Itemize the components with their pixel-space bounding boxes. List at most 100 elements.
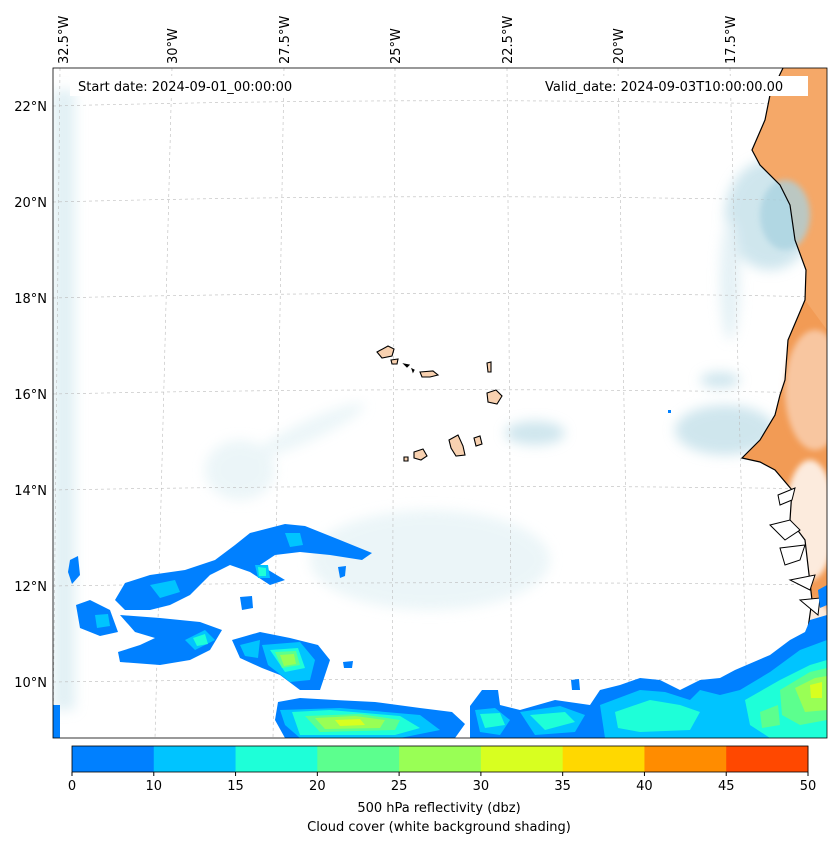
- lon-label: 20°W: [612, 28, 627, 64]
- colorbar-segment: [644, 746, 727, 772]
- lat-label: 10°N: [14, 676, 47, 691]
- lon-label: 25°W: [389, 28, 404, 64]
- gridline-lon-17.5: [729, 68, 749, 738]
- reflectivity-cell: [615, 700, 700, 732]
- island: [402, 363, 411, 368]
- cloud-patch: [505, 421, 565, 445]
- coastline-islands: [769, 487, 821, 616]
- reflectivity-cell: [810, 682, 822, 698]
- map-frame: [52, 67, 828, 739]
- reflectivity-cell: [338, 566, 346, 578]
- reflectivity-cell: [285, 533, 303, 547]
- reflectivity-cell: [53, 705, 60, 738]
- island: [413, 448, 428, 461]
- colorbar-border: [71, 745, 809, 773]
- cloud-patch: [700, 372, 740, 388]
- lon-label: 32.5°W: [57, 16, 72, 64]
- cloud-over-land: [760, 180, 810, 250]
- gridline-lat-20: [53, 196, 827, 203]
- reflectivity-cell: [571, 679, 580, 690]
- colorbar: 0 10 15 20 25 30 35 40 45 50: [68, 745, 817, 794]
- island: [448, 434, 466, 457]
- gridline-lat-18: [53, 292, 827, 299]
- reflectivity-cell: [258, 567, 266, 576]
- lon-label: 17.5°W: [724, 16, 739, 64]
- reflectivity-cell: [818, 585, 827, 608]
- colorbar-tick-label: 50: [800, 779, 817, 794]
- colorbar-segment: [480, 746, 564, 772]
- island: [473, 435, 483, 447]
- colorbar-segment: [399, 746, 482, 772]
- lon-label: 27.5°W: [278, 16, 293, 64]
- reflectivity-cell: [343, 661, 353, 668]
- colorbar-tick-label: 15: [227, 779, 244, 794]
- island: [403, 456, 409, 462]
- lon-label: 30°W: [166, 28, 181, 64]
- cloud-patch: [675, 405, 775, 455]
- colorbar-segment: [72, 746, 155, 772]
- reflectivity-cell: [68, 556, 80, 584]
- island: [486, 389, 503, 405]
- lat-label: 16°N: [14, 388, 47, 403]
- lat-label: 22°N: [14, 100, 47, 115]
- reflectivity-layer: [53, 524, 827, 738]
- reflectivity-cell: [193, 634, 208, 646]
- lat-label: 18°N: [14, 292, 47, 307]
- lat-label: 14°N: [14, 484, 47, 499]
- island: [376, 345, 395, 359]
- reflectivity-speck: [668, 410, 671, 413]
- longitude-labels: 32.5°W 30°W 27.5°W 25°W 22.5°W 20°W 17.5…: [57, 16, 739, 64]
- gridline-lat-22: [53, 100, 827, 107]
- colorbar-tick-label: 25: [391, 779, 408, 794]
- colorbar-label: 500 hPa reflectivity (dbz): [357, 801, 520, 816]
- lon-label: 22.5°W: [501, 16, 516, 64]
- reflectivity-cell: [530, 712, 575, 730]
- reflectivity-cell: [280, 654, 296, 666]
- reflectivity-band-30-35: [335, 682, 822, 726]
- cloud-patch: [255, 403, 365, 457]
- reflectivity-cell: [240, 596, 253, 610]
- colorbar-tick-label: 45: [718, 779, 735, 794]
- colorbar-sublabel: Cloud cover (white background shading): [307, 820, 571, 835]
- gridline-lon-22.5: [506, 68, 513, 738]
- colorbar-tick-label: 20: [309, 779, 326, 794]
- reflectivity-cell: [150, 580, 180, 598]
- colorbar-tick-label: 0: [68, 779, 76, 794]
- land-shade: [785, 330, 827, 450]
- colorbar-tick-label: 10: [146, 779, 163, 794]
- gridline-lat-10: [53, 678, 827, 683]
- lat-label: 20°N: [14, 196, 47, 211]
- lat-label: 12°N: [14, 580, 47, 595]
- gridline-lon-25: [391, 68, 396, 738]
- gridline-lon-27.5: [272, 68, 285, 738]
- start-date-label: Start date: 2024-09-01_00:00:00: [78, 80, 292, 95]
- colorbar-tick-label: 35: [554, 779, 571, 794]
- start-date-box: [70, 76, 310, 96]
- colorbar-tick-label: 40: [636, 779, 653, 794]
- map-content: Start date: 2024-09-01_00:00:00 Valid_da…: [53, 68, 827, 738]
- latitude-labels: 22°N 20°N 18°N 16°N 14°N 12°N 10°N: [14, 100, 47, 691]
- island: [390, 358, 399, 365]
- reflectivity-cell: [115, 524, 372, 610]
- gridline-lat-14: [53, 485, 827, 491]
- valid-date-label: Valid_date: 2024-09-03T10:00:00.00: [545, 80, 783, 95]
- reflectivity-cell: [240, 640, 260, 658]
- colorbar-tick-label: 30: [473, 779, 490, 794]
- island: [486, 361, 492, 373]
- gridline-lon-20: [617, 68, 631, 738]
- cape-verde-islands: [376, 345, 503, 462]
- island: [411, 367, 415, 374]
- gridline-lon-32.5: [53, 68, 61, 738]
- colorbar-segment: [317, 746, 400, 772]
- reflectivity-cell: [480, 713, 505, 728]
- island: [419, 370, 440, 378]
- colorbar-segment: [562, 746, 645, 772]
- reflectivity-cell: [335, 719, 365, 726]
- reflectivity-cell: [760, 705, 780, 728]
- colorbar-segment: [726, 746, 809, 772]
- colorbar-segment: [235, 746, 318, 772]
- valid-date-box: [540, 76, 808, 96]
- cloud-patch: [53, 90, 75, 710]
- cloud-patch: [310, 510, 550, 610]
